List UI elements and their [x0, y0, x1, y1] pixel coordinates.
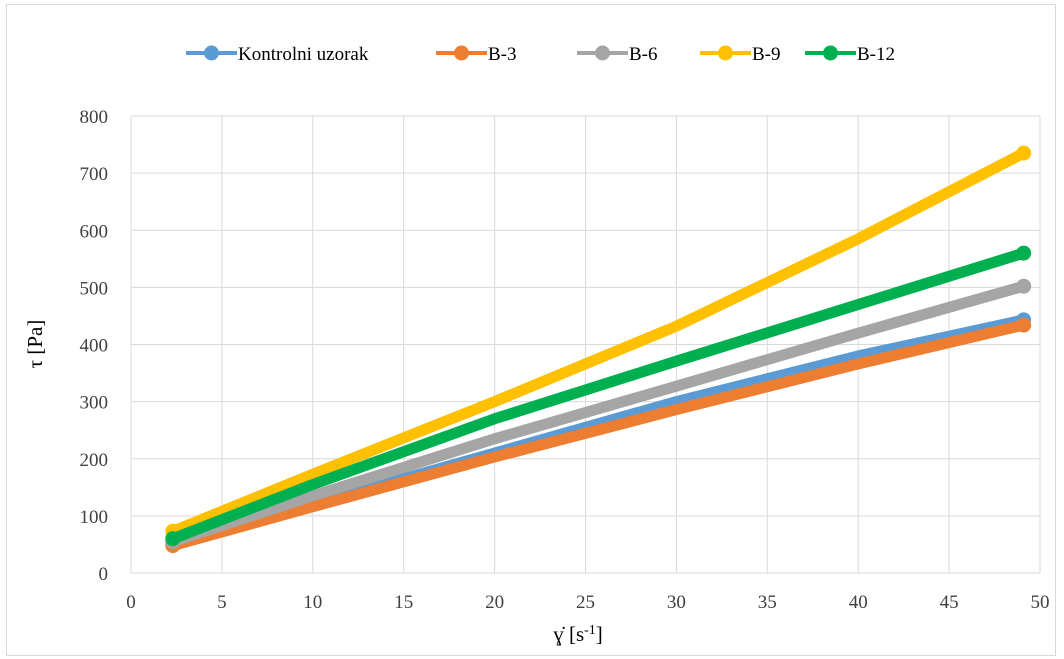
series-start-marker-b-12 [165, 531, 181, 547]
legend-marker-b-3 [454, 45, 469, 61]
x-tick-label: 5 [217, 592, 227, 613]
legend-label-b-3: B-3 [488, 44, 517, 65]
legend-marker-b-9 [718, 45, 733, 61]
y-tick-label: 700 [80, 164, 109, 185]
y-tick-label: 600 [80, 221, 109, 242]
series-line-b-3 [167, 319, 1030, 552]
y-tick-label: 200 [80, 450, 109, 471]
x-tick-label: 20 [485, 592, 504, 613]
y-tick-label: 400 [80, 336, 109, 357]
legend-marker-b-6 [595, 45, 610, 61]
x-axis-title: ɣ̇ [s-1] [553, 622, 603, 646]
y-tick-label: 800 [80, 107, 109, 128]
y-tick-label: 500 [80, 278, 109, 299]
y-tick-label: 300 [80, 393, 109, 414]
legend-marker-kontrolni-uzorak [204, 45, 219, 61]
x-tick-label: 40 [849, 592, 868, 613]
series-end-marker-b-6 [1016, 278, 1032, 294]
series-line-b-12 [167, 247, 1030, 545]
legend-marker-b-12 [823, 45, 838, 61]
x-tick-label: 25 [576, 592, 595, 613]
x-tick-label: 0 [126, 592, 136, 613]
series-end-marker-b-3 [1016, 317, 1032, 333]
series-lines [165, 145, 1032, 554]
x-tick-label: 45 [940, 592, 959, 613]
y-tick-label: 100 [80, 507, 109, 528]
legend-label-b-12: B-12 [857, 44, 895, 65]
series-line-b-9 [167, 147, 1030, 537]
y-axis-title: τ [Pa] [23, 320, 47, 369]
legend-label-b-9: B-9 [752, 44, 781, 65]
x-tick-label: 50 [1031, 592, 1050, 613]
series-end-marker-b-12 [1016, 245, 1032, 261]
x-tick-label: 35 [758, 592, 777, 613]
series-end-marker-b-9 [1016, 145, 1032, 161]
y-tick-labels: 0 100 200 300 400 500 600 700 800 [80, 107, 109, 585]
x-tick-labels: 0 5 10 15 20 25 30 35 40 45 50 [126, 592, 1049, 613]
x-tick-label: 10 [303, 592, 322, 613]
series-line-b-6 [167, 280, 1030, 548]
legend-label-kontrolni-uzorak: Kontrolni uzorak [238, 44, 369, 65]
y-tick-label: 0 [99, 564, 109, 585]
x-tick-label: 15 [394, 592, 413, 613]
legend: Kontrolni uzorak B-3 B-6 B-9 B-12 [186, 44, 895, 65]
legend-label-b-6: B-6 [629, 44, 658, 65]
x-tick-label: 30 [667, 592, 686, 613]
